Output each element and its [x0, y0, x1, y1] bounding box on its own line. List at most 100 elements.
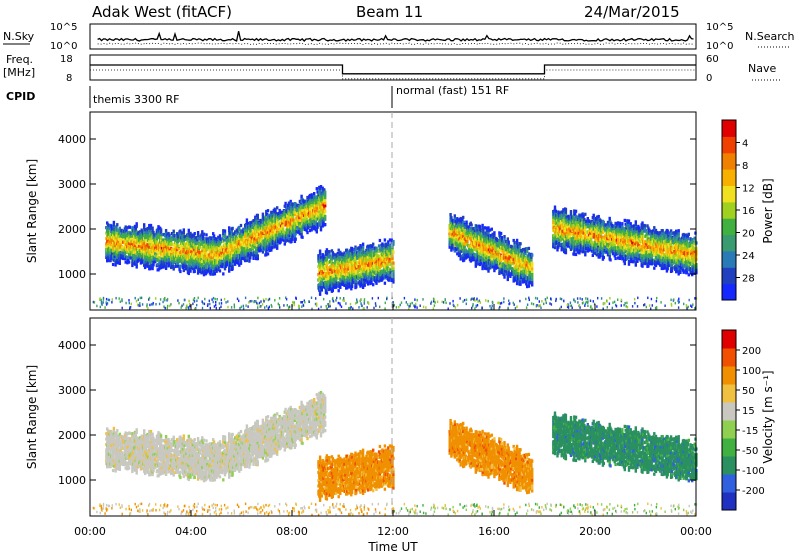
power-cell: [154, 257, 158, 261]
power-cell: [512, 260, 515, 264]
power-cell: [190, 247, 193, 251]
power-cell: [218, 242, 222, 246]
power-cell: [315, 227, 318, 231]
power-cell: [239, 232, 242, 236]
power-cell: [485, 226, 488, 230]
power-cell: [126, 242, 129, 246]
power-cell: [582, 249, 585, 253]
power-cell: [277, 236, 281, 240]
power-cell: [387, 240, 390, 244]
cpid-label: CPID: [6, 90, 35, 103]
power-cell: [201, 232, 204, 237]
power-cell: [132, 237, 136, 241]
power-cell: [168, 252, 171, 256]
power-cell: [345, 253, 349, 258]
power-cell: [276, 218, 280, 222]
power-cell: [474, 237, 477, 241]
power-cell: [287, 239, 291, 243]
power-cell: [490, 257, 493, 261]
power-cell: [168, 247, 171, 251]
power-cell: [367, 275, 371, 279]
power-cell: [244, 259, 247, 263]
power-cell: [212, 242, 216, 246]
power-cell: [113, 244, 116, 248]
power-cell: [222, 234, 225, 238]
power-cell: [574, 215, 578, 219]
power-cell: [198, 267, 201, 271]
power-cell: [488, 266, 492, 270]
power-cell: [458, 220, 462, 224]
power-cell: [212, 253, 215, 257]
power-cell: [231, 267, 234, 271]
power-cell: [465, 255, 468, 259]
power-cell: [320, 266, 323, 270]
power-cell: [318, 189, 322, 193]
power-cell: [516, 271, 520, 275]
power-cell: [153, 235, 156, 239]
power-cell: [560, 248, 563, 252]
power-cell: [388, 273, 392, 277]
power-cell: [121, 237, 124, 241]
power-cell: [577, 242, 580, 246]
power-cell: [300, 229, 303, 233]
power-cell: [488, 258, 491, 262]
power-cell: [218, 269, 222, 273]
power-cell: [256, 224, 259, 228]
power-cell: [148, 234, 151, 238]
power-cell: [299, 208, 302, 212]
power-cell: [325, 248, 329, 252]
power-cell: [315, 214, 318, 218]
power-cell: [499, 261, 502, 266]
power-cell: [298, 232, 302, 236]
power-cell: [138, 244, 141, 248]
power-cell: [175, 242, 179, 247]
power-cell: [314, 220, 318, 224]
power-cell: [501, 249, 504, 253]
power-cell: [240, 245, 244, 249]
power-cell: [340, 265, 344, 269]
power-cell: [582, 236, 585, 240]
power-cell: [568, 227, 571, 231]
power-cell: [344, 253, 347, 258]
power-cell: [318, 222, 322, 226]
power-cell: [117, 251, 121, 255]
power-cell: [205, 265, 208, 269]
power-cell: [577, 228, 580, 232]
power-cell: [319, 228, 323, 232]
power-cell: [581, 244, 584, 248]
power-cell: [525, 282, 528, 286]
power-cell: [310, 193, 313, 197]
power-cell: [488, 228, 492, 232]
power-cell: [329, 275, 333, 279]
power-cell: [483, 250, 487, 254]
power-cell: [113, 254, 116, 258]
power-cell: [388, 243, 392, 247]
power-cell: [483, 258, 487, 262]
power-cell: [391, 256, 394, 260]
power-cell: [116, 228, 120, 232]
power-cell: [318, 210, 321, 214]
power-cell: [114, 249, 117, 254]
power-cell: [127, 244, 131, 248]
power-cell: [462, 226, 465, 230]
power-cell: [248, 259, 251, 263]
power-cell: [246, 221, 249, 226]
power-cell: [296, 209, 299, 213]
power-cell: [130, 256, 133, 260]
power-cell: [274, 209, 277, 213]
power-cell: [279, 213, 282, 217]
power-cell: [106, 229, 109, 233]
power-cell: [181, 265, 185, 269]
power-cell: [462, 215, 465, 219]
power-cell: [202, 273, 206, 277]
nsky-tick-high: 10^5: [50, 22, 77, 33]
power-cell: [158, 266, 161, 271]
power-cell: [166, 240, 169, 244]
power-cell: [503, 243, 506, 247]
power-cell: [227, 254, 230, 258]
power-cell: [350, 284, 354, 288]
power-cell: [456, 252, 459, 256]
power-cell: [151, 267, 154, 271]
power-cell: [144, 241, 148, 245]
power-cell: [462, 220, 466, 224]
